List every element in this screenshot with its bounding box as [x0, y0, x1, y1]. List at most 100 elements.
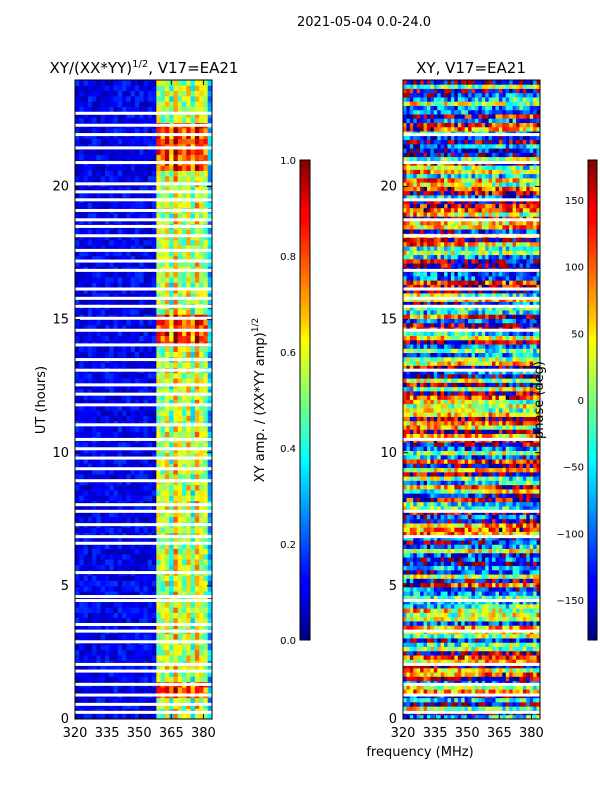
amplitude-cell — [100, 607, 106, 613]
amplitude-cell — [190, 442, 196, 448]
amplitude-cell — [182, 474, 187, 480]
amplitude-cell — [199, 229, 204, 235]
amplitude-cell — [109, 506, 114, 512]
phase-cell — [533, 655, 537, 660]
amplitude-cell — [130, 479, 136, 486]
amplitude-panel-title: XY/(XX*YY)1/2, V17=EA21 — [50, 59, 239, 77]
amplitude-cell — [169, 346, 174, 352]
amplitude-cell — [152, 101, 157, 108]
amplitude-cell — [122, 239, 127, 246]
phase-cell — [505, 672, 510, 677]
amplitude-cell — [169, 426, 174, 432]
amplitude-cell — [113, 388, 119, 395]
amplitude-cell — [164, 282, 170, 289]
phase-cell — [416, 646, 421, 652]
amplitude-cell — [122, 154, 127, 161]
amplitude-cell — [100, 516, 106, 523]
amplitude-cell — [130, 490, 136, 496]
amplitude-cell — [177, 665, 183, 672]
amplitude-cell — [104, 404, 110, 411]
amplitude-cell — [92, 399, 97, 406]
phase-cell — [485, 608, 490, 613]
amplitude-cell — [96, 218, 102, 225]
phase-cell — [464, 625, 469, 630]
amplitude-cell — [109, 277, 114, 283]
amplitude-cell — [186, 506, 191, 512]
amplitude-cell — [139, 415, 144, 422]
amplitude-cell — [96, 506, 102, 512]
amplitude-cell — [117, 85, 123, 92]
phase-cell — [478, 697, 483, 703]
amplitude-cell — [100, 452, 106, 459]
amplitude-flagged-row — [75, 383, 212, 387]
phase-cell — [468, 672, 472, 677]
amplitude-cell — [79, 671, 84, 677]
amplitude-cell — [164, 117, 170, 123]
amplitude-cell — [152, 106, 157, 113]
amplitude-cell — [92, 543, 97, 549]
amplitude-cell — [130, 287, 136, 294]
amplitude-cell — [177, 277, 183, 283]
amplitude-cell — [126, 250, 132, 257]
amplitude-cell — [134, 383, 140, 390]
amplitude-cell — [109, 495, 114, 502]
phase-cell — [413, 663, 418, 669]
amplitude-cell — [164, 271, 170, 278]
amplitude-cell — [177, 335, 183, 342]
amplitude-cell — [79, 506, 84, 512]
amplitude-cell — [173, 335, 179, 342]
phase-cell — [420, 706, 424, 711]
amplitude-cell — [186, 277, 191, 283]
amplitude-cell — [173, 426, 179, 432]
phase-cell — [409, 633, 414, 639]
phase-cell — [502, 633, 507, 639]
amplitude-cell — [83, 351, 89, 358]
amplitude-cell — [143, 479, 149, 486]
phase-cell — [468, 701, 472, 707]
amplitude-cell — [92, 649, 97, 656]
amplitude-cell — [143, 330, 149, 336]
amplitude-cell — [143, 287, 149, 294]
phase-cell — [505, 621, 510, 626]
amplitude-cell — [177, 308, 183, 315]
amplitude-cell — [143, 394, 149, 400]
amplitude-cell — [143, 399, 149, 406]
amplitude-cell — [113, 484, 119, 491]
amplitude-flagged-row — [75, 146, 212, 150]
amplitude-cell — [139, 330, 144, 336]
amplitude-cell — [113, 703, 119, 709]
amplitude-cell — [190, 378, 196, 384]
phase-cell — [423, 616, 428, 622]
amplitude-cell — [143, 319, 149, 326]
phase-cell — [406, 714, 411, 719]
amplitude-cell — [160, 564, 166, 571]
amplitude-cell — [79, 484, 84, 491]
amplitude-cell — [169, 580, 174, 587]
amplitude-cell — [173, 463, 179, 470]
amplitude-cell — [182, 644, 187, 651]
amplitude-cell — [96, 117, 102, 123]
amplitude-cell — [130, 213, 136, 219]
amplitude-cell — [113, 346, 119, 352]
amplitude-cell — [169, 239, 174, 246]
amplitude-cell — [122, 378, 127, 384]
amplitude-cell — [109, 676, 114, 683]
amplitude-cell — [199, 426, 204, 432]
amplitude-cell — [79, 442, 84, 448]
amplitude-cell — [75, 687, 80, 693]
amplitude-cell — [190, 655, 196, 661]
amplitude-cell — [186, 426, 191, 432]
amplitude-cell — [92, 261, 97, 267]
amplitude-cell — [92, 431, 97, 438]
phase-cell — [533, 646, 537, 652]
amplitude-cell — [160, 170, 166, 177]
amplitude-cell — [207, 202, 212, 209]
amplitude-cell — [199, 479, 204, 486]
amplitude-cell — [100, 506, 106, 512]
amplitude-cell — [173, 612, 179, 619]
phase-cell — [519, 676, 524, 682]
amplitude-cell — [156, 474, 162, 480]
phase-cell — [529, 697, 534, 703]
amplitude-cell — [79, 165, 84, 171]
amplitude-cell — [190, 703, 196, 709]
